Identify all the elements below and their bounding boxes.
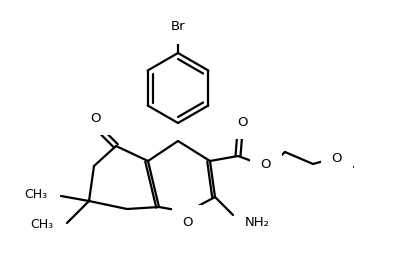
Text: O: O	[183, 215, 193, 229]
Text: O: O	[91, 111, 101, 125]
Text: O: O	[261, 158, 271, 170]
Text: O: O	[332, 152, 342, 166]
Text: NH₂: NH₂	[245, 217, 270, 229]
Text: CH₃: CH₃	[24, 188, 47, 200]
Text: Br: Br	[171, 20, 185, 34]
Text: CH₃: CH₃	[30, 218, 53, 232]
Text: O: O	[238, 116, 248, 128]
